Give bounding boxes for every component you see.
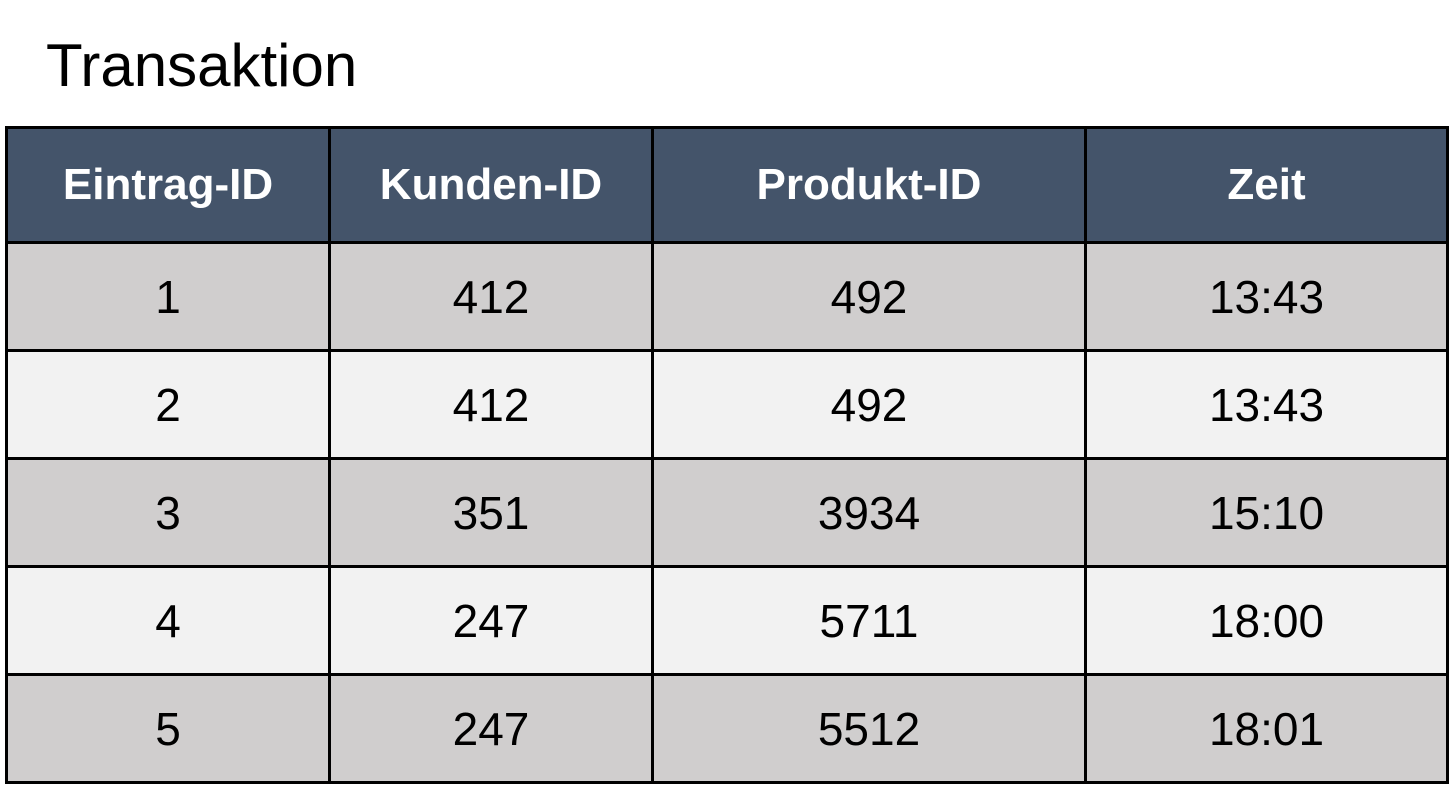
cell-zeit: 15:10 <box>1084 457 1449 568</box>
cell-eintrag-id: 4 <box>5 565 331 676</box>
table-row: 2 412 492 13:43 <box>5 349 1449 460</box>
table-row: 4 247 5711 18:00 <box>5 565 1449 676</box>
table-row: 5 247 5512 18:01 <box>5 673 1449 784</box>
header-zeit: Zeit <box>1084 126 1449 244</box>
cell-kunden-id: 412 <box>328 241 654 352</box>
table-row: 1 412 492 13:43 <box>5 241 1449 352</box>
cell-eintrag-id: 1 <box>5 241 331 352</box>
cell-eintrag-id: 5 <box>5 673 331 784</box>
cell-produkt-id: 492 <box>651 241 1087 352</box>
cell-zeit: 13:43 <box>1084 241 1449 352</box>
table-header-row: Eintrag-ID Kunden-ID Produkt-ID Zeit <box>5 126 1449 244</box>
cell-produkt-id: 5512 <box>651 673 1087 784</box>
cell-kunden-id: 247 <box>328 673 654 784</box>
table-row: 3 351 3934 15:10 <box>5 457 1449 568</box>
cell-produkt-id: 5711 <box>651 565 1087 676</box>
cell-eintrag-id: 2 <box>5 349 331 460</box>
cell-zeit: 18:00 <box>1084 565 1449 676</box>
cell-zeit: 18:01 <box>1084 673 1449 784</box>
cell-produkt-id: 492 <box>651 349 1087 460</box>
cell-kunden-id: 351 <box>328 457 654 568</box>
transaction-table: Eintrag-ID Kunden-ID Produkt-ID Zeit 1 4… <box>5 126 1449 784</box>
cell-zeit: 13:43 <box>1084 349 1449 460</box>
header-kunden-id: Kunden-ID <box>328 126 654 244</box>
page-title: Transaktion <box>46 32 358 99</box>
cell-kunden-id: 247 <box>328 565 654 676</box>
header-produkt-id: Produkt-ID <box>651 126 1087 244</box>
header-eintrag-id: Eintrag-ID <box>5 126 331 244</box>
cell-kunden-id: 412 <box>328 349 654 460</box>
cell-produkt-id: 3934 <box>651 457 1087 568</box>
cell-eintrag-id: 3 <box>5 457 331 568</box>
